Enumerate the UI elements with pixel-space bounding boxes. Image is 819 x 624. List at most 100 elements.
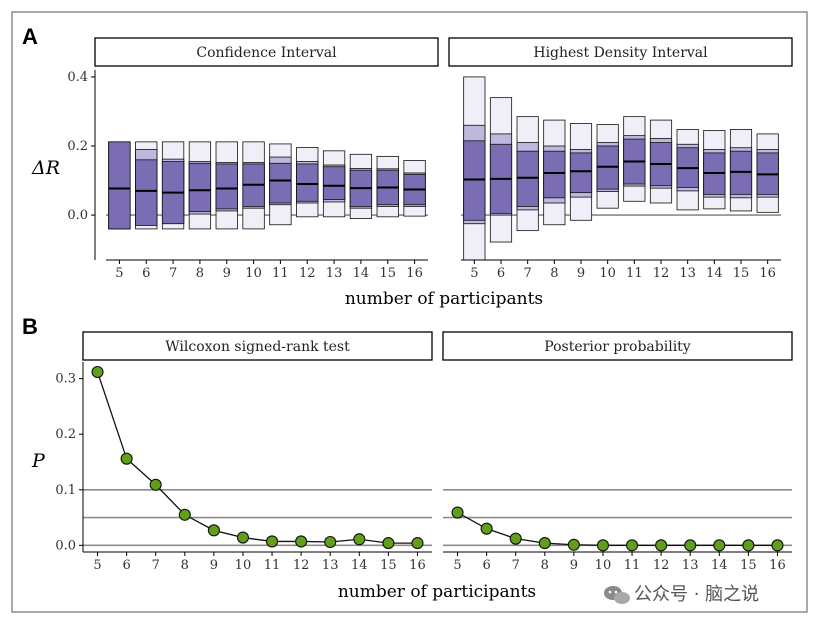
interval-core-7	[516, 150, 539, 207]
interval-core-13	[322, 166, 346, 200]
x-tick-label-13: 13	[322, 558, 339, 573]
x-tick-label-5: 5	[470, 266, 478, 281]
x-tick-label-15: 15	[733, 266, 750, 281]
strip-wilcoxon	[82, 331, 433, 361]
x-tick-label-11: 11	[272, 266, 289, 281]
interval-core-5	[108, 141, 131, 230]
x-tick-label-8: 8	[550, 266, 558, 281]
interval-core-8	[543, 150, 566, 199]
data-point-11	[625, 539, 639, 552]
x-tick-label-12: 12	[653, 558, 670, 573]
y-tick-label-0: 0.0	[67, 208, 88, 223]
x-tick-label-9: 9	[223, 266, 231, 281]
x-tick-label-5: 5	[115, 266, 123, 281]
interval-core-12	[296, 163, 319, 202]
x-tick-label-15: 15	[380, 558, 397, 573]
x-tick-label-14: 14	[706, 266, 723, 281]
x-tick-label-10: 10	[235, 558, 252, 573]
plot-wilcoxon: 5 6 7 8 9 10 11 12 13 14 15 16 0.0 0.1 0.2 0.3	[55, 362, 432, 573]
strip-hdi-label: Highest Density Interval	[533, 45, 708, 61]
x-tick-label-7: 7	[524, 266, 532, 281]
data-point-15	[742, 539, 755, 552]
y-tick-label-2: 0.4	[67, 70, 88, 85]
interval-core-8	[188, 162, 212, 213]
x-tick-label-5: 5	[453, 558, 461, 573]
strip-wilcoxon-label: Wilcoxon signed-rank test	[165, 339, 350, 355]
x-tick-label-13: 13	[682, 558, 699, 573]
data-point-14	[713, 539, 726, 552]
x-tick-label-16: 16	[409, 558, 426, 573]
interval-core-11	[269, 162, 292, 204]
data-point-7	[149, 478, 162, 491]
data-point-8	[538, 537, 551, 550]
interval-core-9	[569, 152, 593, 194]
x-tick-label-14: 14	[351, 558, 368, 573]
data-point-12	[295, 535, 308, 548]
data-point-7	[509, 532, 522, 545]
x-tick-label-10: 10	[599, 266, 616, 281]
x-tick-label-8: 8	[541, 558, 549, 573]
plot-confidence-interval: 5 6 7 8 9 10 11 12 13 14 15 16 0.0 0.2 0.4	[67, 70, 428, 281]
x-tick-label-11: 11	[624, 558, 641, 573]
strip-posterior-label: Posterior probability	[544, 339, 691, 355]
x-tick-label-15: 15	[740, 558, 757, 573]
x-tick-label-10: 10	[595, 558, 612, 573]
data-point-8	[178, 508, 191, 521]
x-tick-label-9: 9	[577, 266, 585, 281]
data-point-16	[411, 537, 424, 550]
wechat-icon	[604, 586, 630, 604]
data-point-5	[91, 365, 104, 379]
x-tick-label-5: 5	[93, 558, 101, 573]
strip-posterior	[442, 331, 793, 361]
x-tick-label-15: 15	[379, 266, 396, 281]
x-tick-label-10: 10	[245, 266, 262, 281]
data-point-10	[236, 531, 250, 544]
x-tick-label-6: 6	[482, 558, 490, 573]
y-tick-label-1: 0.1	[55, 483, 76, 498]
y-tick-label-1: 0.2	[67, 139, 88, 154]
x-tick-label-7: 7	[152, 558, 160, 573]
data-point-9	[567, 538, 580, 551]
interval-core-9	[215, 163, 238, 210]
x-tick-label-14: 14	[711, 558, 728, 573]
x-tick-label-6: 6	[497, 266, 505, 281]
strip-confidence-interval-label: Confidence Interval	[196, 45, 337, 61]
x-tick-label-11: 11	[264, 558, 281, 573]
y-tick-label-0: 0.0	[55, 538, 76, 553]
data-point-12	[655, 539, 668, 552]
x-tick-label-14: 14	[353, 266, 370, 281]
strip-confidence-interval	[94, 37, 439, 67]
data-point-16	[771, 539, 784, 552]
x-tick-label-11: 11	[626, 266, 643, 281]
panel-a-x-axis-title: number of participants	[345, 289, 543, 309]
watermark-text: 公众号 · 脑之说	[634, 584, 759, 605]
plot-highest-density-interval: 5 6 7 8 9 10 11 12 13 14 15 16	[461, 76, 781, 281]
watermark: 公众号 · 脑之说	[604, 584, 759, 605]
panel-b-y-axis-title: P	[31, 450, 46, 472]
interval-core-6	[135, 159, 158, 226]
data-point-15	[382, 537, 395, 550]
data-point-14	[353, 533, 366, 546]
data-point-6	[120, 452, 133, 465]
x-tick-label-12: 12	[653, 266, 670, 281]
plot-posterior: 5 6 7 8 9 10 11 12 13 14 15 16	[443, 488, 792, 573]
x-tick-label-8: 8	[181, 558, 189, 573]
x-tick-label-12: 12	[299, 266, 316, 281]
figure-border	[11, 11, 808, 613]
panel-b-x-axis-title: number of participants	[338, 582, 536, 602]
x-tick-label-9: 9	[570, 558, 578, 573]
strip-highest-density-interval	[448, 37, 793, 67]
x-tick-label-13: 13	[679, 266, 696, 281]
x-tick-label-8: 8	[196, 266, 204, 281]
y-tick-label-2: 0.2	[55, 427, 76, 442]
panel-a-label: A	[22, 24, 38, 49]
panel-b-label: B	[22, 314, 38, 339]
x-tick-label-12: 12	[293, 558, 310, 573]
x-tick-label-16: 16	[406, 266, 423, 281]
x-tick-label-16: 16	[759, 266, 776, 281]
data-point-13	[684, 539, 697, 552]
y-tick-label-3: 0.3	[55, 372, 76, 387]
x-tick-label-7: 7	[512, 558, 520, 573]
data-point-13	[324, 535, 337, 549]
